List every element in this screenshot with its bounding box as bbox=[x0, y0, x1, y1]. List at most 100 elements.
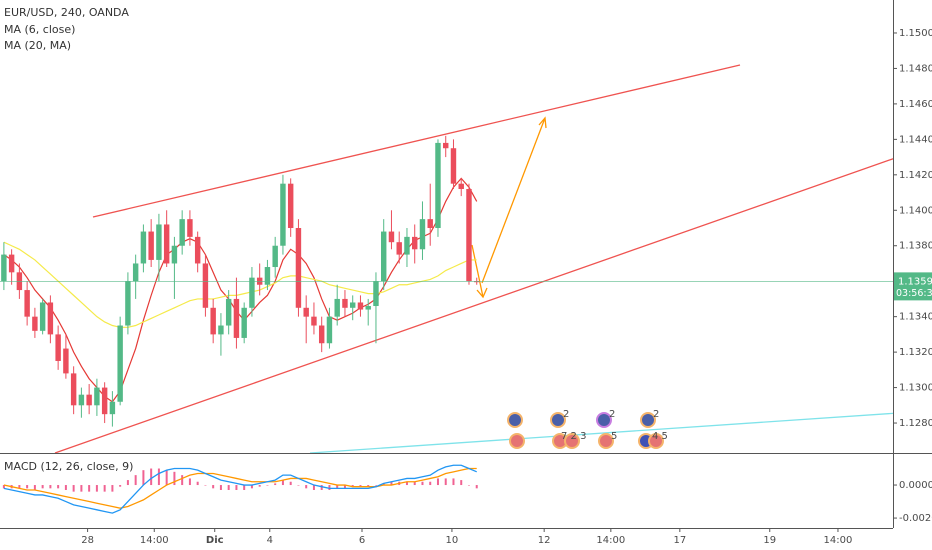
histogram-bar bbox=[212, 485, 215, 489]
histogram-bar bbox=[250, 485, 253, 489]
event-icon[interactable] bbox=[509, 433, 525, 449]
candle-body bbox=[233, 298, 240, 338]
trend-line bbox=[92, 64, 741, 218]
histogram-bar bbox=[436, 478, 439, 486]
candle-body bbox=[427, 219, 433, 229]
histogram-bar bbox=[181, 475, 184, 486]
histogram-bar bbox=[382, 483, 385, 486]
candle-body bbox=[458, 183, 464, 190]
candle-body bbox=[443, 142, 449, 149]
histogram-bar bbox=[305, 485, 308, 489]
candle-body bbox=[94, 387, 100, 406]
trend-line bbox=[54, 158, 893, 453]
histogram-bar bbox=[2, 485, 5, 489]
histogram-bar bbox=[405, 481, 408, 486]
indicator-label: MACD (12, 26, close, 9) bbox=[4, 460, 133, 473]
candle-body bbox=[55, 334, 61, 361]
histogram-bar bbox=[111, 485, 114, 492]
candle-body bbox=[388, 231, 395, 243]
y-tick-label: 1.14800 bbox=[899, 63, 932, 74]
y-tick-label: 1.13200 bbox=[899, 347, 932, 358]
histogram-bar bbox=[390, 481, 393, 486]
price-pane bbox=[0, 135, 893, 427]
candle-body bbox=[466, 189, 472, 282]
last-price-label: 1.13599 bbox=[898, 276, 932, 287]
event-icon[interactable] bbox=[596, 412, 612, 428]
x-tick-label: 17 bbox=[673, 535, 686, 546]
candle-body bbox=[349, 302, 356, 308]
histogram-bar bbox=[475, 485, 478, 489]
x-tick-label: 14:00 bbox=[140, 535, 169, 546]
candle-body bbox=[311, 316, 317, 326]
candle-body bbox=[280, 183, 286, 246]
histogram-bar bbox=[18, 485, 21, 489]
event-icon[interactable] bbox=[564, 433, 580, 449]
histogram-bar bbox=[429, 481, 432, 486]
x-tick-label: 4 bbox=[267, 535, 273, 546]
candle-body bbox=[194, 236, 201, 264]
histogram-bar bbox=[452, 478, 455, 486]
candle-body bbox=[303, 307, 309, 317]
histogram-bar bbox=[421, 481, 424, 486]
histogram-bar bbox=[33, 485, 36, 490]
histogram-bar bbox=[80, 485, 83, 492]
histogram-bar bbox=[196, 481, 199, 486]
histogram-bar bbox=[243, 485, 246, 490]
candle-body bbox=[32, 316, 38, 331]
candle-body bbox=[24, 290, 30, 317]
x-tick-label: 6 bbox=[359, 535, 365, 546]
histogram-bar bbox=[235, 485, 238, 490]
histogram-bar bbox=[49, 485, 52, 489]
histogram-bar bbox=[297, 485, 300, 486]
candle-body bbox=[241, 307, 247, 338]
histogram-bar bbox=[258, 485, 261, 487]
candle-body bbox=[8, 254, 15, 273]
ma-line bbox=[3, 241, 477, 328]
event-icon[interactable] bbox=[550, 412, 566, 428]
trend-line bbox=[309, 412, 893, 453]
histogram-bar bbox=[126, 480, 129, 486]
candle-body bbox=[365, 306, 371, 310]
candle-body bbox=[187, 219, 193, 237]
candle-body bbox=[179, 219, 185, 246]
histogram-bar bbox=[227, 485, 230, 490]
arrow-head bbox=[476, 287, 488, 299]
histogram-bar bbox=[281, 480, 284, 486]
histogram-bar bbox=[343, 485, 346, 489]
histogram-bar bbox=[219, 485, 222, 490]
candle-body bbox=[210, 307, 216, 335]
histogram-bar bbox=[274, 483, 277, 486]
candle-body bbox=[70, 373, 77, 406]
event-icon[interactable] bbox=[640, 412, 656, 428]
event-icon[interactable] bbox=[598, 433, 614, 449]
histogram-bar bbox=[328, 485, 331, 490]
histogram-bar bbox=[312, 485, 315, 490]
candle-body bbox=[287, 183, 294, 229]
chart-title: EUR/USD, 240, OANDA bbox=[4, 6, 129, 19]
histogram-bar bbox=[266, 485, 269, 486]
candle-body bbox=[132, 263, 139, 282]
candle-body bbox=[148, 231, 154, 260]
histogram-bar bbox=[204, 485, 207, 486]
candle-body bbox=[380, 231, 387, 282]
candle-body bbox=[334, 298, 340, 317]
candle-body bbox=[419, 219, 426, 250]
arrow-head bbox=[538, 116, 547, 129]
event-icon[interactable] bbox=[648, 433, 664, 449]
y-tick-label: -0.0020 bbox=[899, 513, 932, 524]
candle-body bbox=[373, 281, 379, 307]
y-tick-label: 0.0000 bbox=[899, 480, 932, 491]
candle-body bbox=[357, 302, 364, 310]
histogram-bar bbox=[467, 485, 470, 486]
candle-body bbox=[264, 267, 271, 285]
candle-body bbox=[318, 325, 325, 344]
drawings bbox=[54, 64, 893, 453]
candle-body bbox=[225, 298, 232, 326]
event-icon[interactable] bbox=[507, 412, 523, 428]
x-tick-label: 12 bbox=[538, 535, 551, 546]
candle-body bbox=[412, 236, 418, 250]
histogram-bar bbox=[460, 480, 463, 486]
